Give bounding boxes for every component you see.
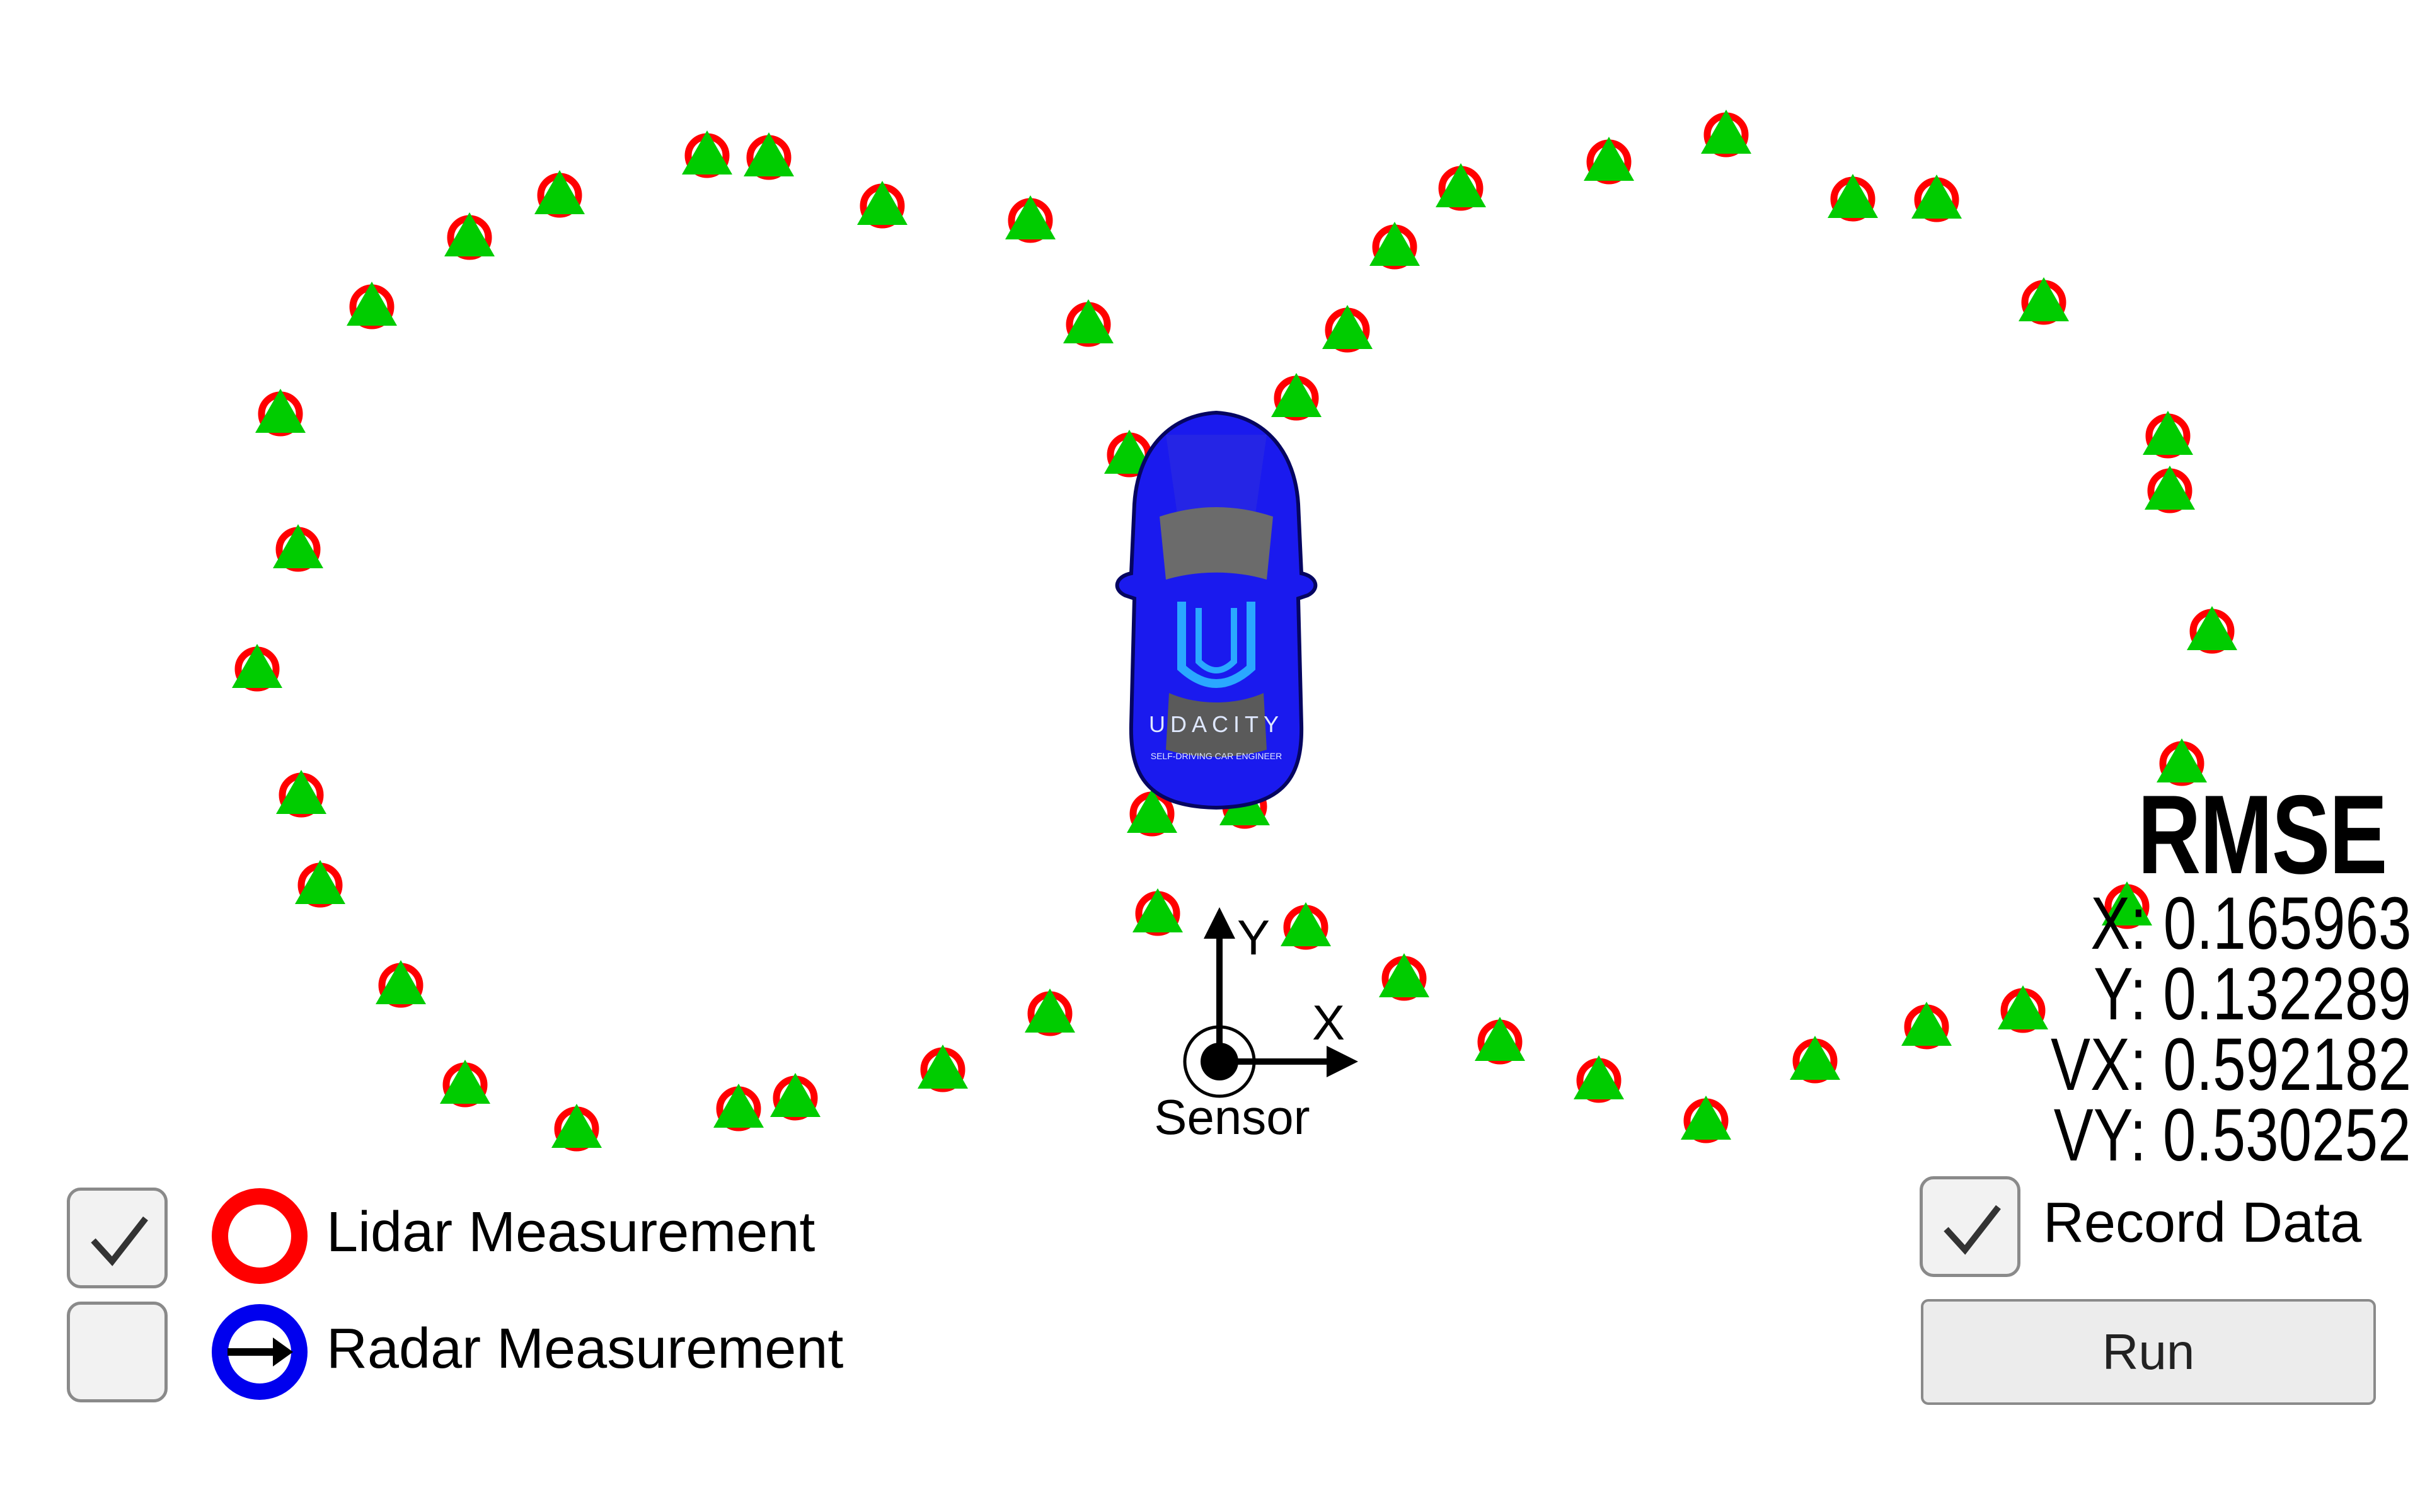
estimate-triangle-icon bbox=[2019, 277, 2069, 321]
estimate-triangle-icon bbox=[1005, 195, 1056, 239]
record-data-label: Record Data bbox=[2043, 1191, 2362, 1254]
estimate-triangle-icon bbox=[1369, 222, 1420, 266]
estimate-triangle-icon bbox=[347, 282, 397, 326]
rmse-vy: VY: 0.530252 bbox=[2054, 1094, 2411, 1177]
estimate-triangle-icon bbox=[770, 1073, 821, 1117]
estimate-triangle-icon bbox=[1901, 1002, 1952, 1046]
estimate-triangle-icon bbox=[376, 960, 426, 1004]
estimate-triangle-icon bbox=[1475, 1017, 1525, 1061]
estimate-triangle-icon bbox=[1127, 789, 1177, 833]
estimate-triangle-icon bbox=[1911, 175, 1962, 219]
estimate-triangle-icon bbox=[1584, 137, 1634, 181]
estimate-triangle-icon bbox=[1701, 110, 1751, 154]
estimate-triangle-icon bbox=[1322, 305, 1373, 349]
estimate-triangle-icon bbox=[551, 1104, 602, 1148]
estimate-triangle-icon bbox=[713, 1084, 764, 1128]
estimate-triangle-icon bbox=[1436, 163, 1486, 207]
sensor-icon: Y X Sensor bbox=[1154, 907, 1358, 1145]
estimate-triangle-icon bbox=[2102, 881, 2152, 925]
estimate-triangle-icon bbox=[444, 212, 495, 256]
rmse-title: RMSE bbox=[2138, 772, 2387, 897]
estimate-triangle-icon bbox=[1271, 373, 1322, 417]
radar-checkbox[interactable] bbox=[67, 1302, 168, 1402]
estimate-triangle-icon bbox=[1132, 888, 1183, 932]
estimate-triangle-icon bbox=[2157, 738, 2207, 782]
estimate-triangle-icon bbox=[232, 644, 282, 688]
sensor-label: Sensor bbox=[1154, 1089, 1310, 1145]
estimate-triangle-icon bbox=[1574, 1055, 1624, 1099]
rmse-x: X: 0.165963 bbox=[2090, 882, 2411, 965]
car-icon: UDACITY SELF-DRIVING CAR ENGINEER bbox=[1115, 410, 1318, 810]
estimate-triangle-icon bbox=[534, 170, 585, 214]
rmse-y: Y: 0.132289 bbox=[2094, 953, 2411, 1036]
estimate-triangle-icon bbox=[744, 132, 794, 176]
estimate-triangle-icon bbox=[857, 181, 908, 225]
lidar-legend-label: Lidar Measurement bbox=[326, 1201, 815, 1264]
check-icon bbox=[91, 1216, 148, 1266]
lidar-circle-icon bbox=[212, 1188, 308, 1284]
estimate-triangle-icon bbox=[255, 389, 306, 433]
estimate-triangle-icon bbox=[295, 860, 345, 904]
axis-x-label: X bbox=[1312, 995, 1345, 1050]
radar-circle-icon bbox=[212, 1304, 308, 1400]
car-brand-text: UDACITY bbox=[1149, 711, 1284, 737]
estimate-triangle-icon bbox=[2143, 411, 2193, 455]
estimate-triangle-icon bbox=[1681, 1096, 1731, 1140]
estimate-triangle-icon bbox=[2187, 606, 2237, 650]
run-button[interactable]: Run bbox=[1921, 1299, 2376, 1405]
estimate-triangle-icon bbox=[440, 1060, 490, 1104]
estimate-triangle-icon bbox=[1998, 985, 2048, 1029]
estimate-triangle-icon bbox=[1828, 174, 1878, 218]
estimate-triangle-icon bbox=[1281, 902, 1331, 946]
estimate-triangle-icon bbox=[1025, 988, 1075, 1033]
record-data-checkbox[interactable] bbox=[1920, 1176, 2020, 1277]
estimate-triangle-icon bbox=[682, 130, 732, 175]
estimate-triangle-icon bbox=[918, 1045, 968, 1089]
axis-y-label: Y bbox=[1237, 910, 1270, 965]
lidar-checkbox[interactable] bbox=[67, 1188, 168, 1288]
estimate-triangle-icon bbox=[276, 770, 326, 814]
estimate-triangle-icon bbox=[273, 524, 323, 568]
check-icon bbox=[1944, 1205, 2001, 1255]
rmse-vx: VX: 0.592182 bbox=[2050, 1023, 2411, 1106]
estimate-triangle-icon bbox=[1379, 953, 1429, 997]
car-tagline-text: SELF-DRIVING CAR ENGINEER bbox=[1151, 751, 1282, 761]
measurement-markers bbox=[232, 110, 2237, 1152]
estimate-triangle-icon bbox=[1790, 1036, 1840, 1080]
estimate-triangle-icon bbox=[2145, 466, 2195, 510]
radar-legend-label: Radar Measurement bbox=[326, 1317, 844, 1380]
estimate-triangle-icon bbox=[1063, 299, 1114, 343]
